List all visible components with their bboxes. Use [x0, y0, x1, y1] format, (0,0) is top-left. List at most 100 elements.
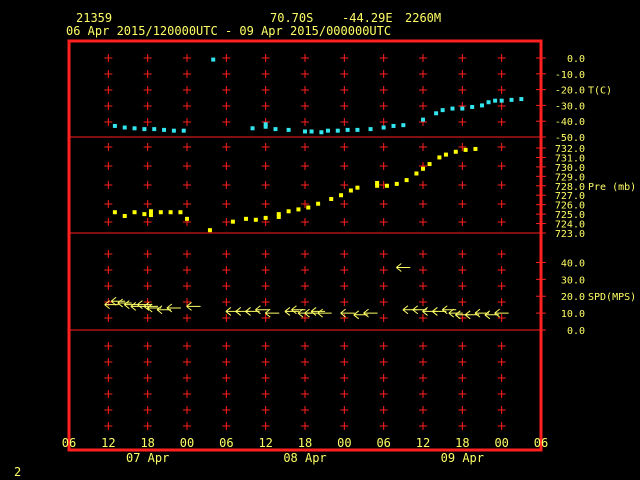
temperature-point: [460, 106, 465, 111]
temperature-point: [434, 111, 439, 116]
pressure-point: [306, 205, 311, 210]
temperature-point: [325, 128, 330, 133]
temperature-point: [450, 106, 455, 111]
pressure-point: [375, 183, 380, 188]
y-tick-label: 20.0: [561, 292, 585, 303]
pressure-point: [185, 216, 189, 221]
wind-arrow: [186, 301, 201, 311]
temperature-point: [142, 127, 147, 132]
wind-arrow: [117, 298, 132, 308]
wind-arrow: [291, 305, 306, 315]
y-tick-label: 10.0: [561, 309, 585, 320]
x-day-label: 07 Apr: [126, 451, 169, 465]
temperature-point: [391, 123, 396, 128]
pressure-point: [421, 166, 425, 171]
y-tick-label: 728.0: [555, 182, 585, 193]
temperature-point: [286, 127, 291, 132]
x-tick-label: 12: [416, 436, 430, 450]
pressure-point: [355, 185, 360, 190]
pressure-point: [375, 180, 380, 185]
x-tick-label: 00: [180, 436, 194, 450]
x-tick-label: 06: [376, 436, 390, 450]
temperature-point: [355, 127, 360, 132]
pressure-point: [453, 149, 458, 154]
x-tick-label: 12: [101, 436, 115, 450]
pressure-point: [244, 216, 248, 221]
temperature-point: [162, 127, 167, 132]
time-range: 06 Apr 2015/120000UTC - 09 Apr 2015/0000…: [66, 24, 392, 38]
temperature-point: [152, 127, 157, 132]
temperature-point: [112, 123, 117, 128]
y-tick-label: 0.0: [567, 54, 585, 65]
y-tick-label: 724.0: [555, 220, 585, 231]
y-tick-label: 727.0: [555, 191, 585, 202]
x-tick-label: 12: [258, 436, 272, 450]
wind-arrow: [130, 301, 145, 311]
wind-arrow: [363, 308, 378, 318]
temperature-point: [345, 127, 350, 132]
pressure-point: [122, 214, 127, 218]
pressure-point: [207, 228, 212, 233]
pressure-point: [276, 212, 281, 217]
wind-arrow: [104, 300, 119, 310]
y-tick-label: 723.0: [555, 229, 585, 240]
y-tick-label: -40.0: [555, 117, 585, 128]
pressure-point: [276, 214, 281, 219]
temperature-point: [250, 126, 255, 131]
wind-arrow: [340, 308, 355, 318]
wind-arrow: [317, 308, 332, 318]
pressure-point: [443, 152, 448, 157]
station-id: 21359: [76, 11, 113, 25]
temperature-point: [263, 124, 268, 129]
y-tick-label: -50.0: [555, 133, 585, 144]
y-tick-label: 726.0: [555, 201, 585, 212]
panel-label-pressure: Pre (mb): [588, 182, 636, 193]
station-elevation: 2260M: [405, 11, 442, 25]
pressure-point: [263, 215, 268, 220]
wind-arrow: [255, 305, 270, 315]
temperature-point: [480, 103, 484, 108]
pressure-point: [148, 209, 153, 214]
temperature-point: [263, 122, 268, 127]
temperature-point: [319, 130, 324, 135]
pressure-point: [296, 207, 301, 212]
y-tick-label: 40.0: [561, 258, 585, 269]
x-tick-label: 00: [494, 436, 508, 450]
panel-label-wind: SPD(MPS): [588, 292, 636, 303]
pressure-point: [394, 181, 399, 186]
temperature-point: [273, 127, 278, 132]
pressure-point: [112, 210, 117, 215]
wind-arrow: [166, 303, 181, 313]
temperature-point: [381, 125, 386, 130]
temperature-point: [211, 57, 216, 62]
wind-arrow: [264, 308, 280, 318]
temperature-point: [171, 128, 176, 133]
panel-label-temperature: T(C): [588, 86, 612, 97]
pressure-point: [384, 183, 389, 188]
x-tick-label: 06: [219, 436, 233, 450]
temperature-point: [122, 125, 127, 130]
y-tick-label: 725.0: [555, 210, 585, 221]
wind-arrow: [110, 296, 126, 306]
pressure-point: [437, 155, 442, 160]
pressure-point: [348, 188, 353, 193]
y-tick-label: 30.0: [561, 275, 585, 286]
pressure-point: [168, 210, 173, 215]
temperature-point: [519, 97, 524, 102]
y-tick-label: 729.0: [555, 172, 585, 183]
temperature-point: [509, 97, 514, 102]
temperature-point: [499, 98, 504, 103]
pressure-point: [329, 197, 334, 201]
pressure-point: [178, 210, 183, 215]
station-lat: 70.70S: [270, 11, 314, 25]
pressure-point: [148, 213, 153, 218]
pressure-point: [404, 178, 409, 183]
wind-arrow: [494, 308, 509, 318]
temperature-point: [421, 117, 425, 122]
wind-arrow: [441, 305, 457, 315]
wind-arrow: [304, 308, 319, 318]
temperature-point: [335, 128, 340, 133]
wind-arrow: [123, 300, 139, 310]
y-tick-label: 0.0: [567, 326, 585, 337]
